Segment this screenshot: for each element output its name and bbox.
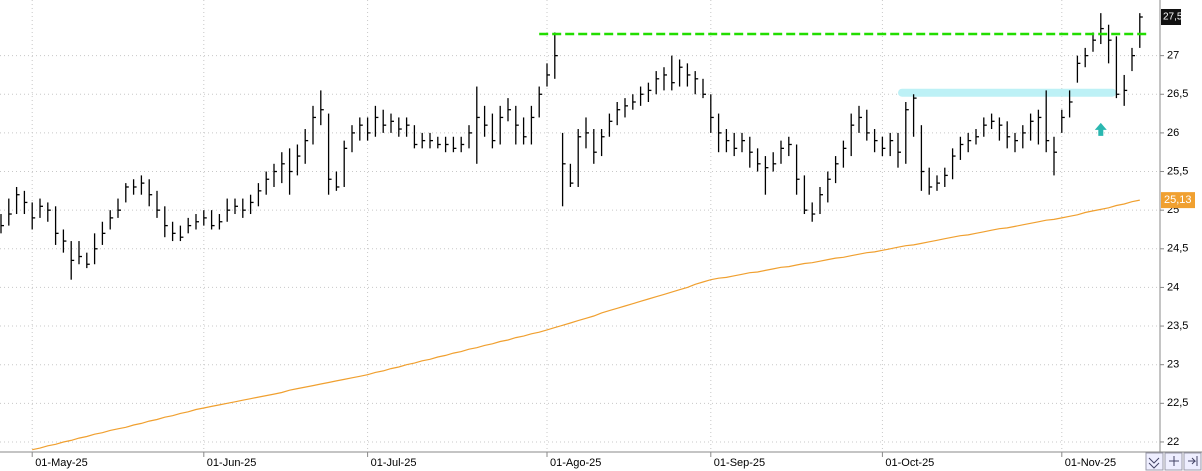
y-tick-label: 22: [1167, 436, 1179, 448]
scroll-icon: [1169, 456, 1179, 466]
y-tick-label: 23,5: [1167, 320, 1188, 332]
zoom-icon: [1148, 457, 1160, 469]
y-tick-label: 26: [1167, 127, 1179, 139]
moving-average-line: [32, 199, 1140, 451]
ma-value-label: 25,13: [1164, 194, 1192, 206]
end-icon: [1188, 456, 1198, 466]
ma-value-box: [1161, 192, 1195, 209]
last-price-label: 27,5: [1163, 12, 1183, 23]
y-tick-label: 22,5: [1167, 397, 1188, 409]
zoom-button[interactable]: [1145, 452, 1164, 471]
x-tick-label: 01-May-25: [35, 457, 88, 469]
support-zone: [898, 88, 1117, 97]
y-tick-label: 23: [1167, 359, 1179, 371]
x-tick-label: 01-Ago-25: [550, 457, 601, 469]
y-tick-label: 24: [1167, 281, 1179, 293]
y-tick-label: 24,5: [1167, 243, 1188, 255]
last-price-box: [1161, 8, 1181, 25]
y-tick-label: 27: [1167, 50, 1179, 62]
x-tick-label: 01-Jun-25: [207, 457, 257, 469]
y-tick-label: 26,5: [1167, 88, 1188, 100]
x-tick-label: 01-Oct-25: [885, 457, 934, 469]
price-bars: [0, 13, 1143, 280]
x-tick-label: 01-Jul-25: [371, 457, 417, 469]
grid: [0, 0, 1160, 452]
x-tick-label: 01-Sep-25: [714, 457, 765, 469]
nav-buttons: [1145, 452, 1202, 471]
up-arrow: [1094, 122, 1107, 136]
y-tick-label: 25,5: [1167, 165, 1188, 177]
x-tick-label: 01-Nov-25: [1065, 457, 1116, 469]
